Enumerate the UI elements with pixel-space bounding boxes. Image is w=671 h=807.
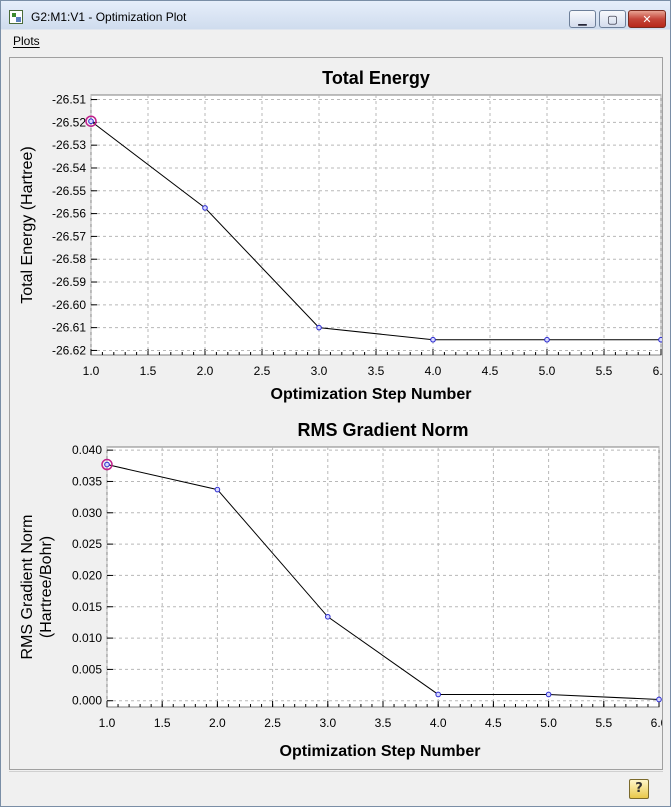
plot-area: Total Energy 1.0 1.5 2.0 2.5 3.0 3.5 4.0 4.5 5.0 5… [9,57,670,770]
chart2-data-point [435,691,442,698]
chart1-y-tick-label: -26.59 [52,275,86,289]
chart2-x-tick-label: 3.5 [375,716,392,730]
close-button[interactable]: ✕ [628,10,666,28]
chart2-y-tick-label: 0.040 [72,443,102,457]
chart1-data-point [430,336,436,343]
chart2-x-tick-label: 2.5 [264,716,281,730]
chart2-x-tick-label: 5.0 [540,716,557,730]
chart1-data-point [658,336,664,343]
chart2-data-point [545,691,552,698]
status-bar: ? [9,771,663,802]
close-icon: ✕ [642,12,652,26]
chart1-title: Total Energy [322,68,430,88]
chart1-x-tick-label: 4.0 [425,364,442,378]
chart1-data-point [202,205,208,211]
chart1-y-tick-label: -26.57 [52,229,86,243]
chart2-x-tick-label: 1.0 [99,716,116,730]
chart2-x-tick-label: 3.0 [319,716,336,730]
chart2-x-tick-label: 2.0 [209,716,226,730]
window-title: G2:M1:V1 - Optimization Plot [31,10,187,24]
chart1-x-tick-label: 3.5 [368,364,385,378]
chart1-y-tick-label: -26.55 [52,184,86,198]
charts-svg: Total Energy 1.0 1.5 2.0 2.5 3.0 3.5 4.0 4.5 5.0 5… [19,68,670,760]
chart1-y-tick-label: -26.53 [52,138,86,152]
chart1-data-point [88,118,94,125]
chart2-data-point [214,486,221,493]
chart1-y-tick-label: -26.52 [52,115,86,129]
chart1-y-tick-label: -26.60 [52,298,86,312]
chart1-y-tick-label: -26.61 [52,321,86,335]
chart1-x-tick-label: 4.5 [482,364,499,378]
chart1-y-tick-label: -26.58 [52,252,86,266]
help-button[interactable]: ? [629,779,649,799]
chart1-y-axis-label: Total Energy (Hartree) [19,146,36,303]
chart1-data-point [316,324,322,331]
chart1-x-tick-label: 2.0 [197,364,214,378]
chart1-x-tick-label: 1.0 [83,364,100,378]
menu-bar: Plots [1,31,670,51]
chart1-x-axis-label: Optimization Step Number [271,386,472,403]
chart1-x-tick-label: 5.5 [596,364,613,378]
chart2-x-tick-label: 4.0 [430,716,447,730]
chart2-y-tick-label: 0.010 [72,631,102,645]
chart2-x-tick-label: 5.5 [595,716,612,730]
chart2-x-axis-label: Optimization Step Number [280,743,481,760]
chart1-x-tick-label: 1.5 [140,364,157,378]
maximize-button[interactable]: ▢ [599,10,626,28]
chart1-y-tick-label: -26.62 [52,343,86,357]
minimize-icon: ▁ [578,12,587,26]
chart2-series-line [106,464,660,700]
chart1-y-tick-label: -26.54 [52,161,86,175]
chart2-title: RMS Gradient Norm [297,420,468,440]
chart1-data-point [544,336,550,343]
chart1-x-tick-label: 2.5 [254,364,271,378]
chart2-x-tick-label: 4.5 [485,716,502,730]
chart1-x-tick-label: 3.0 [311,364,328,378]
chart2-y-axis-label-units: (Hartree/Bohr) [38,536,55,638]
chart2-y-tick-label: 0.000 [72,694,102,708]
chart1-x-tick-label: 5.0 [539,364,556,378]
chart1-x-tick-label: 6.0 [653,364,662,378]
chart2-data-point [325,613,331,620]
chart2-x-tick-label: 1.5 [154,716,171,730]
minimize-button[interactable]: ▁ [569,10,596,28]
chart2-data-point [656,696,662,703]
chart1-y-tick-label: -26.56 [52,207,86,221]
chart2-y-axis-label: RMS Gradient Norm [19,515,36,660]
chart2-y-tick-label: 0.035 [72,474,102,488]
chart1-series-line [90,120,661,341]
chart2-data-point [104,461,110,468]
chart2-x-tick-label: 6.0 [651,716,662,730]
chart2-y-tick-label: 0.025 [72,537,102,551]
chart1-current-point-ring [85,115,97,127]
chart2-y-tick-label: 0.015 [72,600,102,614]
help-icon: ? [635,781,643,796]
menu-plots[interactable]: Plots [13,34,40,48]
chart2-y-tick-label: 0.020 [72,568,102,582]
title-bar[interactable]: G2:M1:V1 - Optimization Plot ▁ ▢ ✕ [1,1,670,31]
chart2-y-tick-label: 0.005 [72,662,102,676]
maximize-icon: ▢ [607,12,618,26]
chart2-current-point-ring [101,458,113,471]
app-icon [9,10,23,24]
chart1-y-tick-label: -26.51 [52,93,86,107]
chart2-y-tick-label: 0.030 [72,506,102,520]
